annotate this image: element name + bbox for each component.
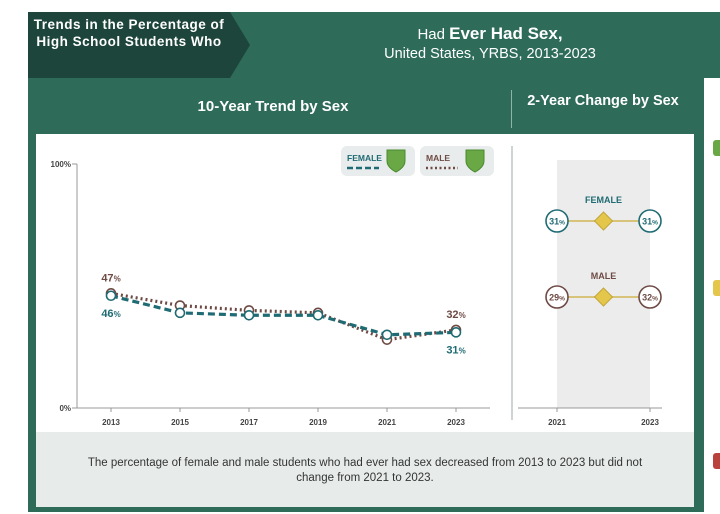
header-left-tab xyxy=(28,12,250,78)
female-change-label: FEMALE xyxy=(585,195,622,205)
male-change-point xyxy=(638,285,662,309)
header-emphasis: Ever Had Sex xyxy=(449,24,558,43)
female-change-value: 31% xyxy=(642,217,658,227)
y-tick-label: 0% xyxy=(59,404,71,413)
trend-panel-title: 10-Year Trend by Sex xyxy=(197,98,349,115)
x-tick-label: 2015 xyxy=(171,418,189,427)
data-label: 46% xyxy=(101,308,120,320)
title-divider xyxy=(511,90,512,128)
no-change-diamond-icon xyxy=(593,211,614,231)
y-tick-label: 100% xyxy=(51,160,71,169)
female-change-point xyxy=(545,209,569,233)
female-point xyxy=(174,307,186,319)
header-left-title: Trends in the Percentage of High School … xyxy=(33,17,225,49)
female-point xyxy=(312,309,324,321)
female-point xyxy=(243,309,255,321)
male-change-value: 32% xyxy=(642,293,658,303)
data-label: 31% xyxy=(446,344,465,356)
female-point xyxy=(381,329,393,341)
shield-icon xyxy=(465,149,485,173)
header-subtitle: United States, YRBS, 2013-2023 xyxy=(384,46,596,62)
x-tick-label: 2017 xyxy=(240,418,258,427)
female-trend-line xyxy=(110,294,457,337)
data-label: 47% xyxy=(101,272,120,284)
x-tick-label: 2013 xyxy=(102,418,120,427)
female-change-value: 31% xyxy=(549,217,565,227)
male-change-value: 29% xyxy=(549,293,565,303)
change-x-tick-label: 2023 xyxy=(641,418,659,427)
chart-caption: The percentage of female and male studen… xyxy=(87,457,643,484)
change-panel-title: 2-Year Change by Sex xyxy=(527,93,679,109)
edge-yellow-marker xyxy=(713,280,720,296)
female-point xyxy=(105,290,117,302)
change-panel-bg xyxy=(557,160,650,408)
male-change-point xyxy=(545,285,569,309)
shield-icon xyxy=(386,149,406,173)
header-prefix: Had xyxy=(417,26,445,43)
x-tick-label: 2019 xyxy=(309,418,327,427)
header-right-title: Had Ever Had Sex, United States, YRBS, 2… xyxy=(290,24,690,62)
female-legend-label: FEMALE xyxy=(347,153,382,163)
no-change-diamond-icon xyxy=(593,287,614,307)
data-label: 32% xyxy=(446,309,465,321)
change-x-tick-label: 2021 xyxy=(548,418,566,427)
male-change-label: MALE xyxy=(591,271,617,281)
x-tick-label: 2023 xyxy=(447,418,465,427)
male-legend-label: MALE xyxy=(426,153,450,163)
female-point xyxy=(450,327,462,338)
header-suffix: , xyxy=(557,24,563,43)
edge-red-marker xyxy=(713,453,720,469)
x-tick-label: 2021 xyxy=(378,418,396,427)
edge-green-marker xyxy=(713,140,720,156)
female-change-point xyxy=(638,209,662,233)
caption-box xyxy=(36,432,694,507)
